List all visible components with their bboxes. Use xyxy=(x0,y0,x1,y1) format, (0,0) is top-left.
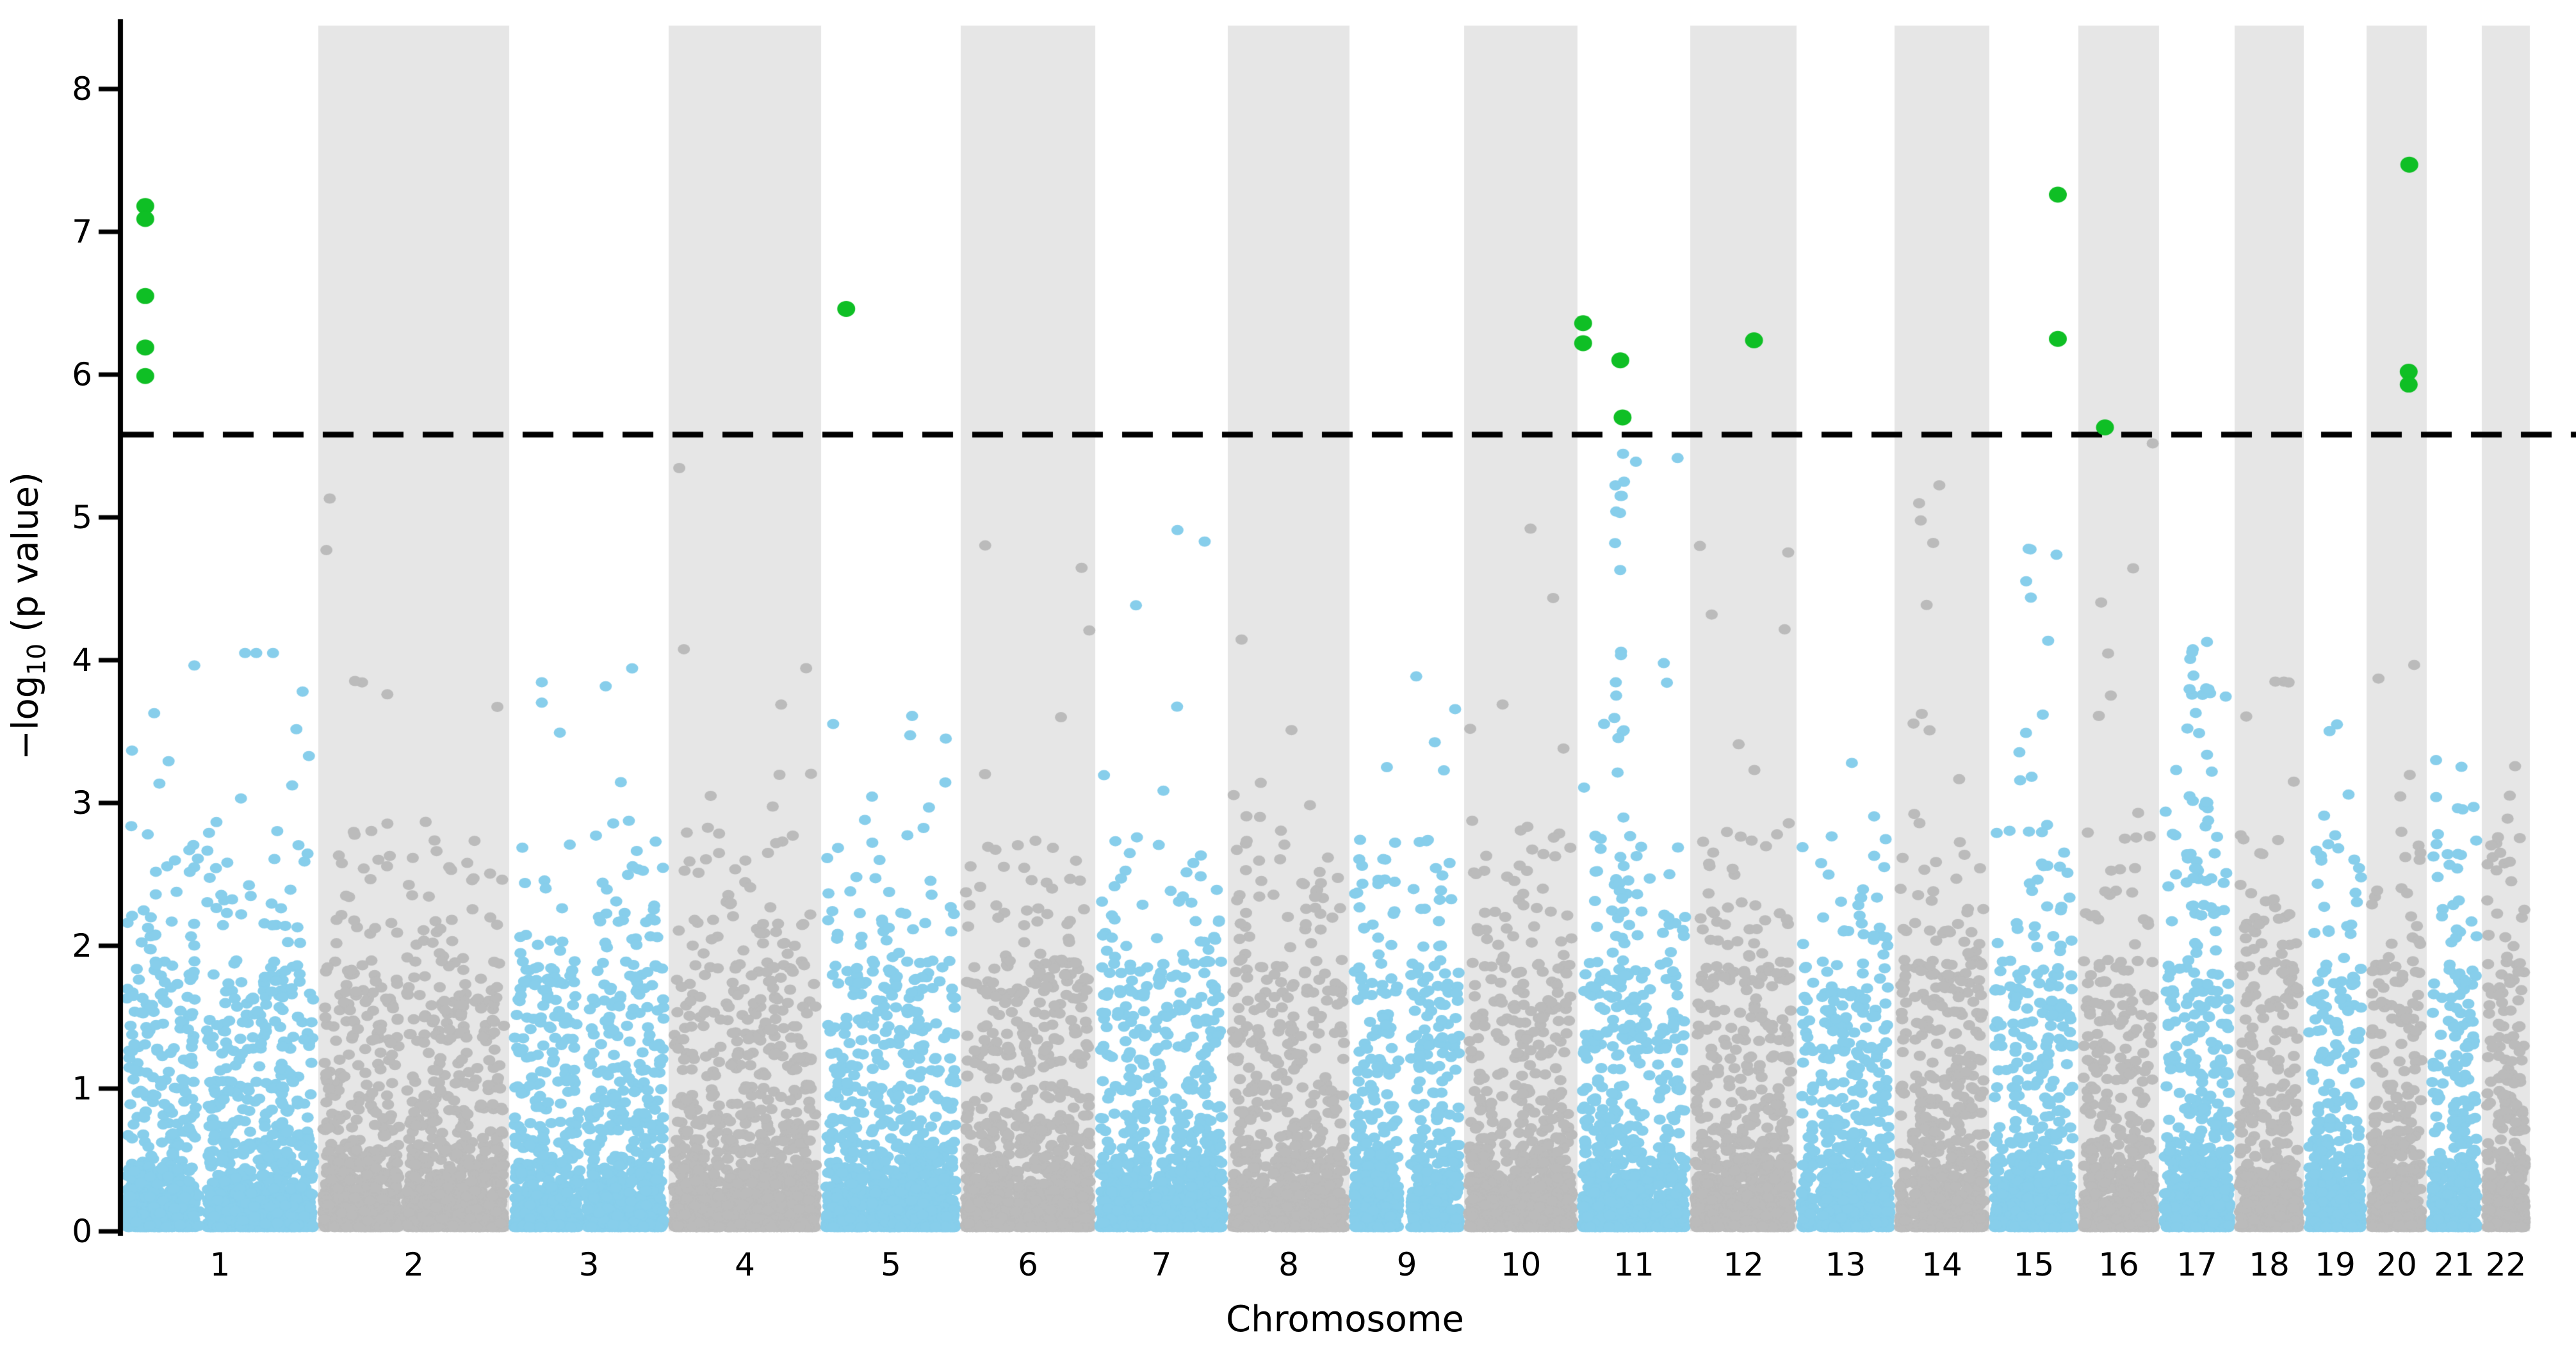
y-tick-label-5: 5 xyxy=(72,499,92,536)
y-tick-label-6: 6 xyxy=(72,356,92,393)
x-tick-label-chromosome-11: 11 xyxy=(1613,1246,1654,1283)
y-tick-label-7: 7 xyxy=(72,213,92,250)
y-tick-label-2: 2 xyxy=(72,927,92,964)
x-tick-label-chromosome-6: 6 xyxy=(1018,1246,1038,1283)
x-tick-label-chromosome-12: 12 xyxy=(1723,1246,1764,1283)
x-tick-label-chromosome-14: 14 xyxy=(1921,1246,1962,1283)
x-tick-label-chromosome-18: 18 xyxy=(2249,1246,2290,1283)
y-tick-label-1: 1 xyxy=(72,1070,92,1107)
x-tick-label-chromosome-20: 20 xyxy=(2376,1246,2417,1283)
x-tick-label-chromosome-15: 15 xyxy=(2013,1246,2055,1283)
y-axis-label-suffix: (p value) xyxy=(4,472,47,644)
x-tick-label-chromosome-21: 21 xyxy=(2434,1246,2475,1283)
x-tick-label-chromosome-9: 9 xyxy=(1396,1246,1417,1283)
y-axis-label-prefix: −log xyxy=(4,675,47,760)
y-tick-label-0: 0 xyxy=(72,1213,92,1250)
x-tick-label-chromosome-16: 16 xyxy=(2098,1246,2139,1283)
x-tick-label-chromosome-13: 13 xyxy=(1825,1246,1866,1283)
x-tick-label-chromosome-10: 10 xyxy=(1500,1246,1542,1283)
x-tick-label-chromosome-22: 22 xyxy=(2485,1246,2527,1283)
x-axis-label: Chromosome xyxy=(1226,1299,1464,1340)
x-tick-label-chromosome-4: 4 xyxy=(735,1246,755,1283)
x-tick-label-chromosome-17: 17 xyxy=(2176,1246,2217,1283)
x-tick-label-chromosome-19: 19 xyxy=(2315,1246,2356,1283)
x-tick-label-chromosome-2: 2 xyxy=(404,1246,424,1283)
x-tick-label-chromosome-7: 7 xyxy=(1151,1246,1172,1283)
x-tick-label-chromosome-5: 5 xyxy=(881,1246,901,1283)
y-tick-label-3: 3 xyxy=(72,784,92,822)
x-tick-label-chromosome-3: 3 xyxy=(578,1246,599,1283)
y-tick-label-8: 8 xyxy=(72,70,92,108)
x-tick-label-chromosome-1: 1 xyxy=(209,1246,231,1283)
x-tick-label-chromosome-8: 8 xyxy=(1278,1246,1299,1283)
y-tick-label-4: 4 xyxy=(72,642,92,679)
